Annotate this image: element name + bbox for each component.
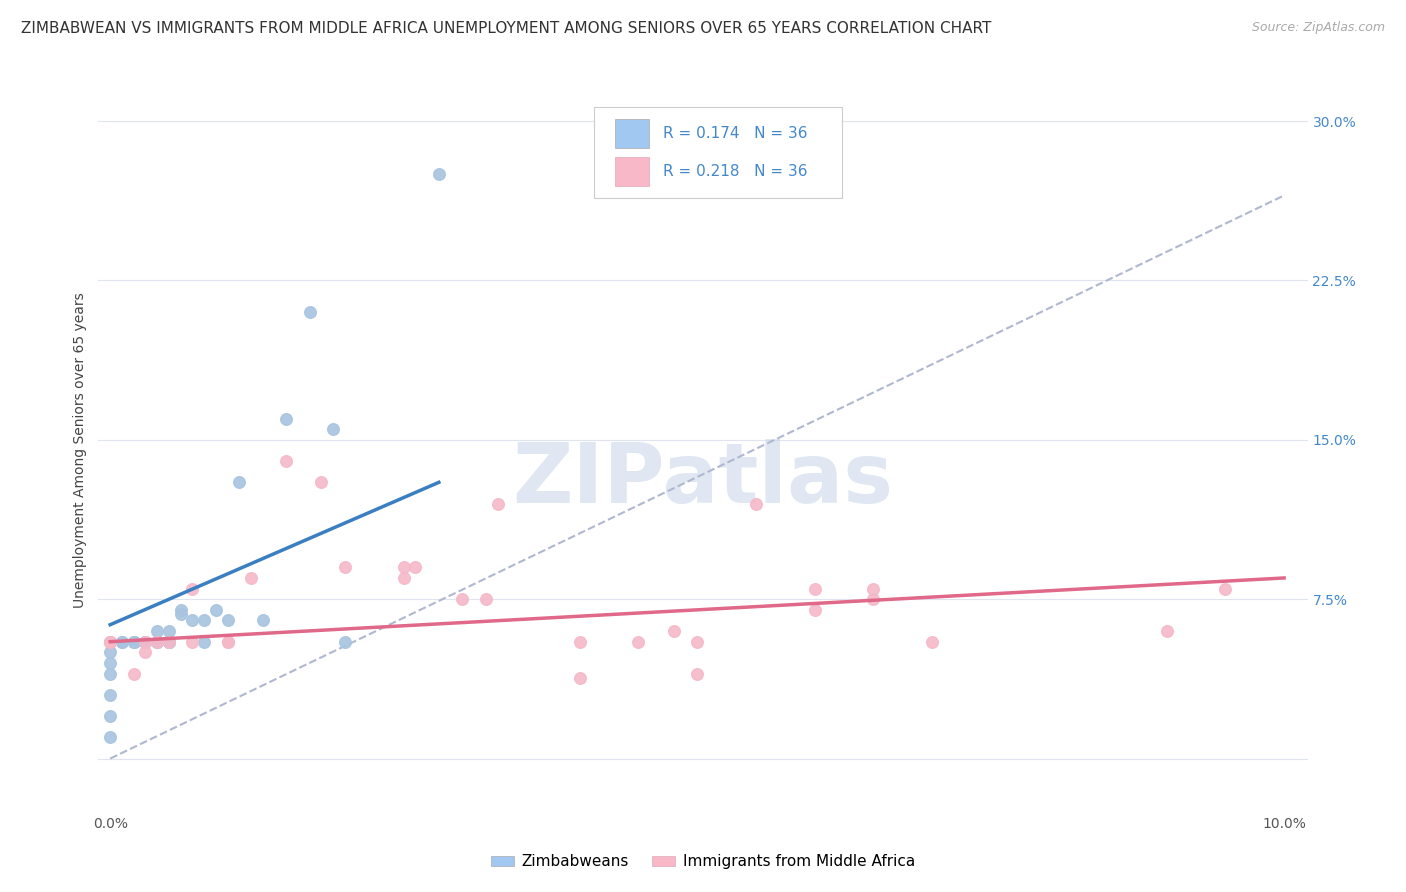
Point — [486, 497, 509, 511]
Point — [1215, 582, 1237, 596]
Point — [157, 634, 180, 648]
Point — [169, 607, 191, 621]
Point — [98, 688, 121, 702]
Point — [111, 634, 134, 648]
Point — [627, 634, 650, 648]
Point — [169, 603, 191, 617]
Point — [745, 497, 768, 511]
Point — [217, 634, 239, 648]
Text: R = 0.218   N = 36: R = 0.218 N = 36 — [664, 164, 807, 179]
Point — [181, 582, 204, 596]
Point — [98, 709, 121, 723]
Point — [204, 603, 226, 617]
Point — [568, 634, 591, 648]
Point — [98, 656, 121, 670]
Point — [157, 634, 180, 648]
Point — [686, 634, 709, 648]
Point — [240, 571, 263, 585]
Point — [568, 671, 591, 685]
Point — [193, 634, 215, 648]
Point — [228, 475, 250, 490]
Point — [451, 592, 474, 607]
Point — [217, 634, 239, 648]
Point — [276, 454, 298, 468]
Point — [122, 666, 145, 681]
Legend: Zimbabweans, Immigrants from Middle Africa: Zimbabweans, Immigrants from Middle Afri… — [485, 848, 921, 875]
Point — [122, 634, 145, 648]
Point — [111, 634, 134, 648]
Point — [98, 634, 121, 648]
Point — [98, 634, 121, 648]
Text: ZIPatlas: ZIPatlas — [513, 439, 893, 520]
Point — [134, 645, 156, 659]
Point — [217, 614, 239, 628]
Point — [311, 475, 333, 490]
Point — [862, 582, 884, 596]
Point — [392, 560, 415, 574]
Point — [803, 582, 825, 596]
Point — [122, 634, 145, 648]
Point — [803, 603, 825, 617]
Point — [134, 634, 156, 648]
Point — [1156, 624, 1178, 639]
Point — [181, 634, 204, 648]
Text: R = 0.174   N = 36: R = 0.174 N = 36 — [664, 126, 807, 141]
Point — [686, 666, 709, 681]
Point — [98, 634, 121, 648]
Text: Source: ZipAtlas.com: Source: ZipAtlas.com — [1251, 21, 1385, 35]
Point — [98, 634, 121, 648]
Point — [298, 305, 321, 319]
Point — [322, 422, 344, 436]
Point — [146, 634, 169, 648]
Point — [181, 614, 204, 628]
Point — [862, 592, 884, 607]
Point — [146, 634, 169, 648]
Point — [134, 634, 156, 648]
Point — [157, 634, 180, 648]
Point — [921, 634, 943, 648]
Point — [333, 560, 356, 574]
Point — [662, 624, 685, 639]
Point — [404, 560, 426, 574]
Point — [157, 624, 180, 639]
Point — [98, 731, 121, 745]
Point — [193, 614, 215, 628]
Point — [98, 666, 121, 681]
FancyBboxPatch shape — [614, 119, 648, 148]
Point — [98, 645, 121, 659]
Point — [146, 634, 169, 648]
Text: ZIMBABWEAN VS IMMIGRANTS FROM MIDDLE AFRICA UNEMPLOYMENT AMONG SENIORS OVER 65 Y: ZIMBABWEAN VS IMMIGRANTS FROM MIDDLE AFR… — [21, 21, 991, 37]
Point — [427, 167, 450, 181]
Point — [392, 571, 415, 585]
Point — [134, 634, 156, 648]
Point — [475, 592, 498, 607]
Point — [333, 634, 356, 648]
Point — [276, 411, 298, 425]
Point — [157, 634, 180, 648]
Point — [134, 634, 156, 648]
FancyBboxPatch shape — [595, 107, 842, 198]
Point — [146, 624, 169, 639]
Y-axis label: Unemployment Among Seniors over 65 years: Unemployment Among Seniors over 65 years — [73, 293, 87, 608]
Point — [252, 614, 274, 628]
FancyBboxPatch shape — [614, 157, 648, 186]
Point — [122, 634, 145, 648]
